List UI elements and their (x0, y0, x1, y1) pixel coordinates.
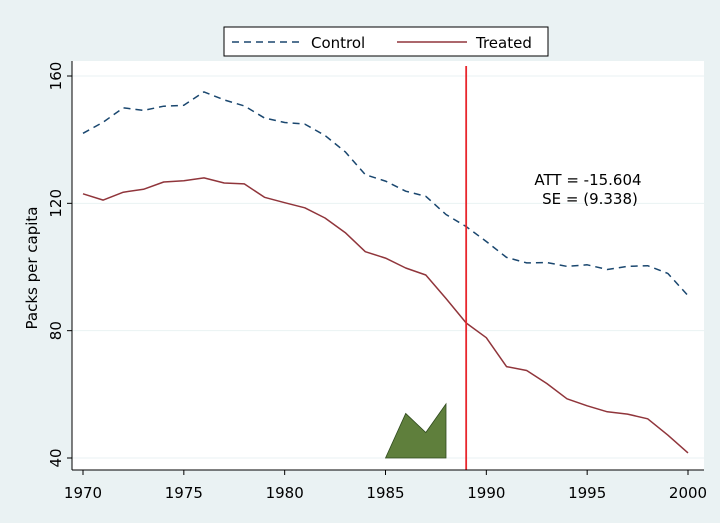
y-axis-label: Packs per capita (23, 207, 41, 330)
x-tick-label-1990: 1990 (467, 484, 505, 502)
x-tick-label-2000: 2000 (669, 484, 707, 502)
plot-background (72, 61, 704, 470)
weights-area (384, 402, 447, 459)
x-tick-label-1995: 1995 (568, 484, 606, 502)
x-tick-label-1975: 1975 (165, 484, 203, 502)
axes (71, 61, 704, 471)
x-tick-label-1980: 1980 (266, 484, 304, 502)
weights-area-shape (384, 402, 447, 459)
series-layer (82, 91, 689, 454)
annotation: ATT = -15.604 SE = (9.338) (534, 171, 641, 208)
y-tick-label-80: 80 (47, 321, 65, 340)
legend-label-treated: Treated (475, 34, 532, 52)
x-tick-label-1970: 1970 (64, 484, 102, 502)
x-tick-label-1985: 1985 (366, 484, 404, 502)
y-tick-label-160: 160 (47, 62, 65, 91)
att-label: ATT = -15.604 (534, 171, 641, 189)
series-line-treated (82, 177, 689, 454)
legend-box (223, 26, 549, 57)
legend-label-control: Control (311, 34, 365, 52)
legend: Control Treated (223, 26, 549, 57)
se-label: SE = (9.338) (542, 190, 638, 208)
series-line-control (82, 91, 689, 297)
y-tick-label-120: 120 (47, 189, 65, 218)
y-tick-label-40: 40 (47, 448, 65, 467)
ticks: 1970 1975 1980 1985 1990 1995 2000 40 80 120 160 (47, 62, 707, 502)
